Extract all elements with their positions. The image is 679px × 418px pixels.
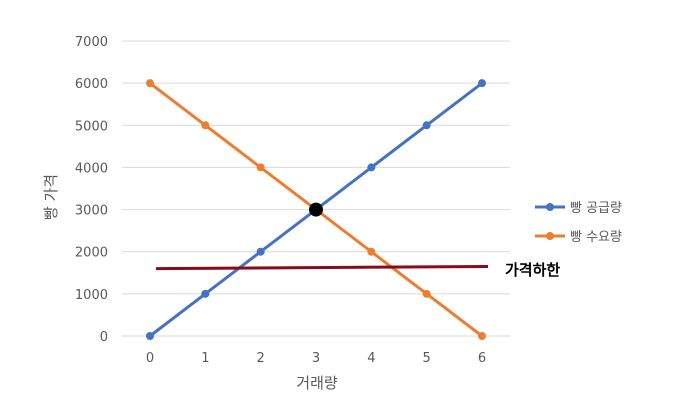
equilibrium-point	[309, 202, 323, 217]
legend-label: 빵 수요량	[570, 230, 622, 245]
y-axis-tick-labels: 0 1000 2000 3000 4000 5000 6000 7000	[75, 35, 108, 345]
legend-swatch-marker	[546, 232, 554, 240]
price-floor-line	[155, 264, 489, 271]
legend-item: 빵 공급량	[535, 201, 622, 216]
legend-swatch-marker	[546, 203, 554, 211]
x-tick-label: 0	[146, 351, 154, 366]
y-tick-label: 0	[100, 330, 108, 345]
x-axis-label: 거래량	[296, 374, 338, 392]
legend-item: 빵 수요량	[535, 230, 622, 245]
data-point	[367, 247, 376, 256]
data-point	[478, 332, 486, 340]
data-point	[146, 332, 154, 340]
data-point	[256, 247, 265, 256]
data-point	[422, 289, 431, 298]
y-tick-label: 6000	[75, 77, 108, 92]
y-tick-label: 5000	[75, 119, 108, 134]
x-tick-label: 4	[367, 351, 375, 366]
annotations: 가격하한	[155, 202, 560, 279]
data-point	[367, 163, 376, 172]
gridlines	[122, 40, 510, 337]
y-tick-label: 7000	[75, 35, 108, 50]
y-axis-label: 빵 가격	[42, 174, 60, 220]
data-point	[201, 121, 210, 130]
x-tick-label: 2	[257, 351, 265, 366]
legend-label: 빵 공급량	[570, 201, 622, 216]
x-tick-label: 5	[423, 351, 431, 366]
y-tick-label: 4000	[75, 161, 108, 176]
price-floor-label: 가격하한	[505, 261, 560, 279]
x-tick-label: 6	[478, 351, 486, 366]
y-tick-label: 1000	[75, 288, 108, 303]
y-tick-label: 2000	[75, 246, 108, 261]
data-point	[146, 79, 154, 88]
data-point	[422, 121, 431, 130]
data-point	[256, 163, 265, 172]
data-point	[478, 79, 486, 88]
x-tick-label: 3	[312, 351, 320, 366]
x-tick-label: 1	[201, 351, 209, 366]
x-axis-tick-labels: 0 1 2 3 4 5 6	[146, 351, 486, 366]
data-point	[201, 289, 210, 298]
y-tick-label: 3000	[75, 204, 108, 219]
